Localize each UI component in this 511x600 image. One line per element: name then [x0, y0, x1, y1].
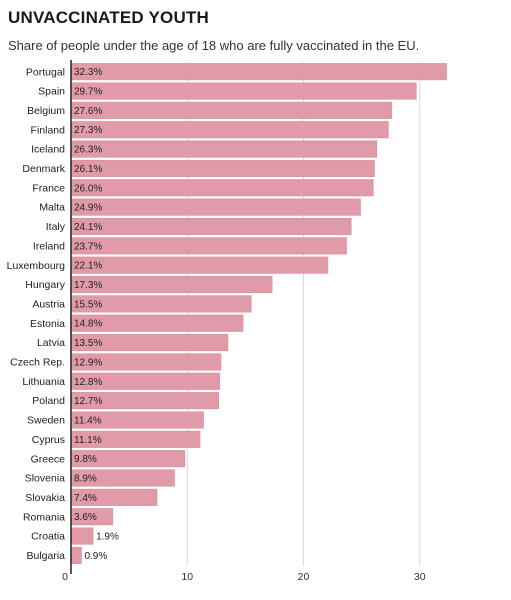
value-label: 26.1%: [74, 164, 102, 175]
category-label: Spain: [38, 86, 65, 98]
value-label: 12.7%: [74, 396, 102, 407]
value-label: 15.5%: [74, 299, 102, 310]
value-label: 26.0%: [74, 183, 102, 194]
category-label: Lithuania: [22, 376, 65, 388]
category-label: Sweden: [27, 415, 65, 427]
bar: [70, 217, 352, 235]
category-label: Luxembourg: [7, 260, 66, 272]
chart-title: UNVACCINATED YOUTH: [8, 8, 209, 27]
bar: [70, 546, 82, 564]
x-tick-label: 0: [62, 571, 68, 583]
value-label: 24.1%: [74, 222, 102, 233]
bar: [70, 101, 393, 119]
bar: [70, 159, 375, 177]
bar: [70, 237, 347, 255]
value-label: 26.3%: [74, 145, 102, 156]
chart-subtitle: Share of people under the age of 18 who …: [8, 38, 420, 53]
value-label: 23.7%: [74, 241, 102, 252]
bar: [70, 527, 94, 545]
category-label: Finland: [31, 124, 66, 136]
category-label: Slovenia: [25, 473, 65, 485]
category-label: Denmark: [22, 163, 65, 175]
value-label: 27.3%: [74, 125, 102, 136]
value-label: 3.6%: [74, 512, 97, 523]
bar: [70, 82, 417, 100]
value-label: 22.1%: [74, 261, 102, 272]
x-tick-label: 30: [414, 571, 426, 583]
value-label: 13.5%: [74, 338, 102, 349]
bar: [70, 256, 329, 274]
value-label: 7.4%: [74, 493, 97, 504]
bar: [70, 140, 378, 158]
value-label: 8.9%: [74, 474, 97, 485]
category-label: Ireland: [33, 240, 65, 252]
value-label: 17.3%: [74, 280, 102, 291]
value-label: 12.8%: [74, 377, 102, 388]
category-label: Bulgaria: [26, 550, 65, 562]
category-label: Austria: [32, 298, 65, 310]
category-label: Poland: [32, 395, 65, 407]
category-label: Italy: [46, 221, 66, 233]
category-label: Slovakia: [25, 492, 65, 504]
category-label: Estonia: [30, 318, 65, 330]
bar: [70, 63, 447, 81]
bar: [70, 121, 389, 139]
category-label: Portugal: [26, 66, 65, 78]
category-label: Romania: [23, 511, 65, 523]
category-label: Czech Rep.: [10, 357, 65, 369]
value-label: 32.3%: [74, 67, 102, 78]
bar: [70, 198, 361, 216]
value-label: 1.9%: [96, 532, 119, 543]
value-label: 27.6%: [74, 106, 102, 117]
value-label: 0.9%: [84, 551, 107, 562]
category-label: Iceland: [31, 144, 65, 156]
x-tick-label: 20: [298, 571, 310, 583]
value-label: 14.8%: [74, 319, 102, 330]
category-label: Malta: [39, 202, 65, 214]
value-label: 12.9%: [74, 357, 102, 368]
x-tick-label: 10: [181, 571, 193, 583]
value-label: 11.1%: [74, 435, 102, 446]
category-label: Belgium: [27, 105, 65, 117]
category-label: France: [32, 182, 65, 194]
bar: [70, 179, 374, 197]
category-label: Greece: [31, 453, 66, 465]
value-label: 11.4%: [74, 415, 102, 426]
value-label: 29.7%: [74, 87, 102, 98]
value-label: 24.9%: [74, 203, 102, 214]
category-label: Cyprus: [32, 434, 65, 446]
category-label: Croatia: [31, 531, 65, 543]
value-label: 9.8%: [74, 454, 97, 465]
category-label: Hungary: [25, 279, 65, 291]
category-label: Latvia: [37, 337, 65, 349]
